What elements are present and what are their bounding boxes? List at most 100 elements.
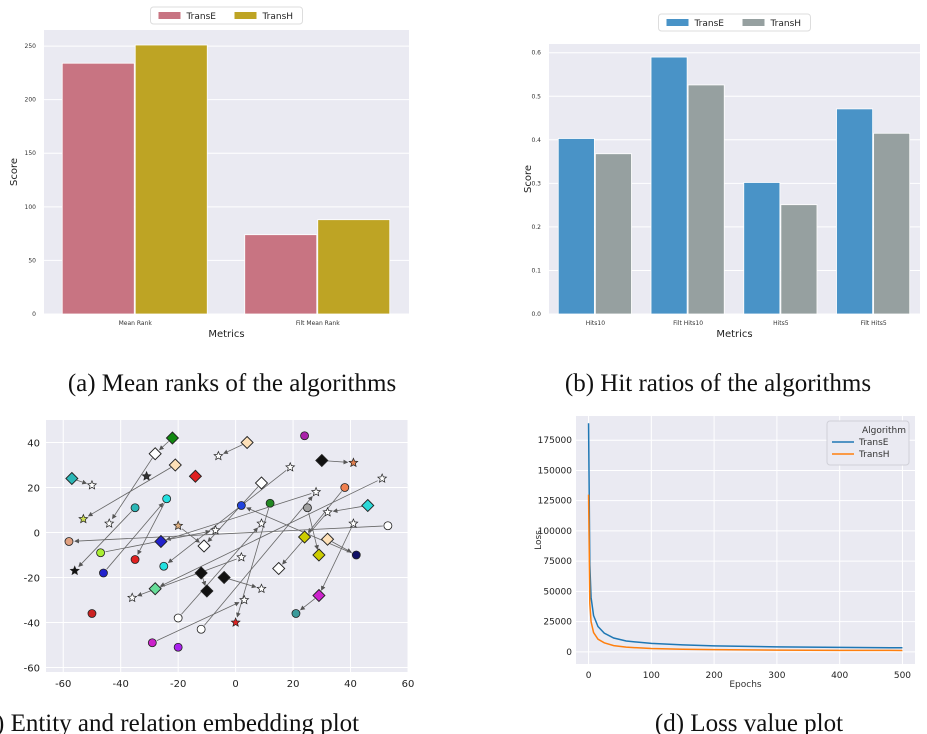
chart-c-point-star: [376, 473, 388, 483]
chart-b-xtick-label: Hits10: [586, 320, 605, 327]
chart-c-point-circle: [159, 561, 169, 571]
chart-a-bar-transh: [317, 219, 391, 315]
chart-b-bar-transe: [836, 108, 874, 315]
chart-c-ytick-label: 0: [34, 529, 40, 540]
chart-c-point-circle: [130, 503, 140, 513]
chart-c-arrow: [137, 503, 165, 555]
chart-c-point-diamond: [148, 582, 162, 596]
chart-d-line-transe: [587, 423, 903, 649]
chart-c-point-star: [256, 583, 267, 594]
chart-b-bar-transe: [557, 138, 595, 315]
chart-d-xtick-label: 200: [706, 671, 723, 681]
chart-d-xtick-label: 0: [586, 671, 592, 681]
chart-d-xtick-label: 300: [768, 671, 785, 681]
chart-c-point-circle: [162, 494, 172, 504]
chart-c-point-circle: [303, 503, 312, 513]
chart-c-point-diamond: [272, 561, 286, 576]
chart-c-point-diamond: [165, 431, 180, 445]
chart-c-arrow: [300, 598, 316, 611]
chart-c-point-circle: [300, 431, 309, 441]
chart-b-chart: 0.0 0.1 0.2 0.3 0.4 0.5 0.6 Hits10 Filt Hits10 Hi…: [523, 13, 920, 340]
chart-b-ytick-label: 0.0: [531, 311, 541, 318]
chart-a-ytick-label: 250: [25, 43, 37, 50]
caption-b: (b) Hit ratios of the algorithms: [565, 370, 871, 397]
chart-c-point-star: [173, 520, 184, 531]
chart-c-arrow: [159, 441, 169, 451]
chart-d-ytick-label: 175000: [538, 436, 573, 446]
chart-c-point-star: [69, 565, 80, 576]
chart-c-xtick-label: -20: [170, 679, 186, 690]
chart-b-ytick-label: 0.4: [531, 137, 541, 144]
chart-c-arrow: [181, 527, 259, 615]
chart-d-legend-title: Algorithm: [862, 426, 906, 436]
chart-c-arrow: [308, 512, 319, 550]
chart-c-point-star: [141, 470, 152, 481]
chart-c-point-star: [322, 506, 333, 517]
chart-c-arrow: [156, 602, 240, 642]
chart-d-ytick-label: 150000: [538, 466, 573, 476]
chart-c-arrow: [326, 459, 349, 465]
caption-c: ) Entity and relation embedding plot: [0, 710, 359, 734]
chart-c-point-diamond: [200, 584, 214, 598]
chart-c-point-star: [239, 594, 250, 605]
chart-c-arrow: [159, 480, 378, 587]
chart-c-point-diamond: [197, 539, 211, 553]
chart-c-point-star: [285, 461, 296, 472]
chart-c-arrow: [201, 577, 207, 587]
chart-c-point-star: [210, 524, 221, 535]
chart-c-xtick-label: -40: [113, 679, 129, 690]
chart-b-bar-transe: [743, 182, 781, 315]
chart-c-arrow: [112, 457, 153, 520]
chart-c-xtick-label: 60: [402, 679, 415, 690]
chart-b-bar-transe: [650, 56, 688, 315]
chart-c-arrow: [78, 511, 132, 567]
chart-c-arrow: [332, 505, 363, 513]
chart-c-arrow: [228, 578, 257, 589]
chart-c: -60 -40 -20 0 20 40 60 -60 -40 -20 0 20 40: [24, 420, 415, 690]
chart-c-point-circle: [265, 498, 275, 508]
chart-c-arrow: [87, 467, 172, 517]
chart-d-legend-label: TransE: [858, 438, 889, 448]
chart-a-chart: 0 50 100 150 200 250 Mean Rank Filt Mean Rank Me…: [9, 6, 409, 340]
chart-c-point-circle: [147, 638, 157, 648]
chart-d-xlabel: Epochs: [729, 680, 762, 690]
chart-c-point-circle: [130, 555, 140, 564]
chart-d-ytick-label: 50000: [543, 587, 572, 597]
chart-c-point-star: [127, 592, 138, 603]
chart-c-arrow: [165, 493, 312, 541]
chart-a-bar-transe: [61, 62, 135, 315]
chart-a-ytick-label: 200: [25, 97, 37, 104]
chart-c-arrow: [223, 444, 243, 454]
chart-c-xtick-label: 0: [232, 679, 238, 690]
chart-c-point-star: [256, 518, 267, 528]
chart-b-ytick-label: 0.6: [531, 50, 541, 57]
chart-c-point-star: [236, 551, 247, 562]
chart-b-bar-transh: [873, 132, 911, 315]
chart-b-xlabel: Metrics: [716, 329, 752, 340]
chart-c-point-diamond: [240, 435, 254, 450]
chart-b-ytick-label: 0.5: [531, 93, 541, 100]
chart-b-bar-transh: [780, 204, 818, 315]
chart-c-point-circle: [291, 609, 301, 618]
chart-b-legend-swatch: [742, 19, 765, 26]
chart-b-legend: [658, 13, 811, 32]
chart-d-xtick-label: 500: [894, 671, 911, 681]
chart-c-arrow: [74, 525, 383, 544]
chart-a-xtick-label: Filt Mean Rank: [296, 320, 340, 327]
chart-c-xtick-label: -60: [55, 679, 71, 690]
chart-c-point-diamond: [154, 534, 168, 549]
chart-c-point-circle: [87, 609, 97, 618]
chart-a-legend-label: TransE: [186, 12, 217, 22]
chart-c-point-circle: [96, 548, 105, 558]
chart-c-point-star: [78, 513, 89, 524]
chart-c-arrow: [331, 541, 352, 553]
chart-c-arrow: [204, 495, 313, 626]
chart-c-point-star: [86, 479, 98, 490]
chart-b-ylabel: Score: [523, 165, 534, 193]
chart-a-ytick-label: 0: [32, 311, 36, 318]
chart-b-ytick-label: 0.3: [531, 180, 541, 187]
chart-b-bar-transh: [594, 153, 632, 315]
chart-d-xtick-label: 400: [831, 671, 848, 681]
caption-a: (a) Mean ranks of the algorithms: [68, 370, 396, 397]
